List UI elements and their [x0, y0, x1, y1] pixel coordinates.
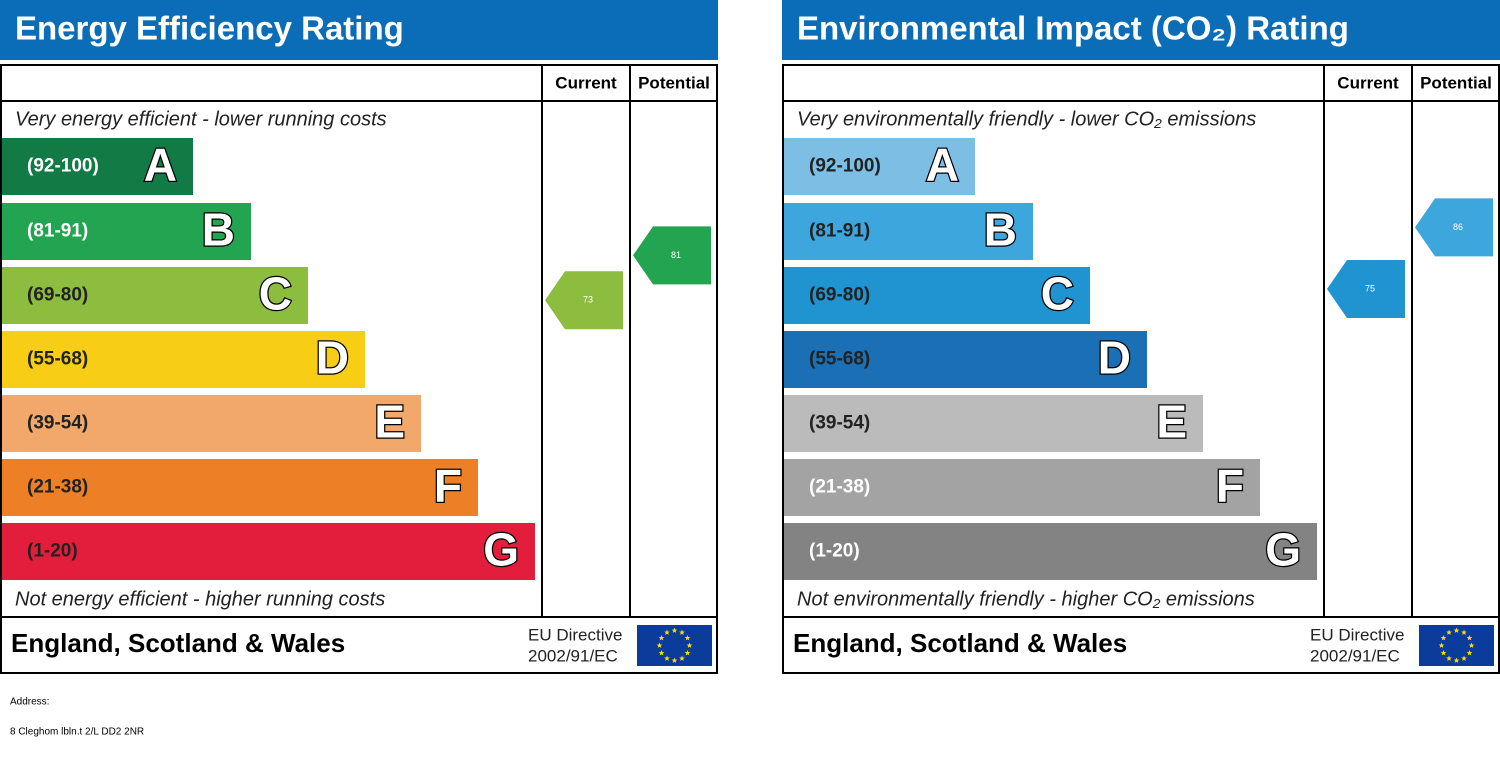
- band-letter: D: [1098, 332, 1131, 384]
- band-letter: C: [259, 268, 292, 320]
- band-range: (21-38): [27, 477, 88, 498]
- bottom-text: Not energy efficient - higher running co…: [15, 588, 385, 610]
- band-bar: [784, 459, 1260, 516]
- band-letter: C: [1041, 268, 1074, 320]
- rating-value: 75: [1365, 283, 1375, 293]
- band-range: (69-80): [27, 285, 88, 306]
- band-letter: F: [1216, 460, 1244, 512]
- eu-star: [1438, 642, 1445, 648]
- address-label: Address:: [10, 697, 49, 708]
- eu-star: [671, 627, 678, 633]
- eu-star: [1440, 650, 1447, 656]
- title-bar: [0, 0, 718, 60]
- eu-star: [1453, 627, 1460, 633]
- eu-star: [1466, 635, 1473, 641]
- band-bar: [2, 459, 478, 516]
- band-letter: B: [984, 204, 1017, 256]
- band-bar: [2, 203, 251, 260]
- eu-star: [671, 657, 678, 663]
- eu-star: [658, 650, 665, 656]
- top-text: Very energy efficient - lower running co…: [15, 108, 387, 130]
- eu-star: [1466, 650, 1473, 656]
- band-bar: [784, 523, 1317, 580]
- column-header: Current: [555, 73, 617, 92]
- rating-panel: Environmental Impact (CO₂) Rating Current…: [782, 0, 1500, 674]
- rating-value: 73: [583, 295, 593, 305]
- band-letter: G: [483, 524, 519, 576]
- title-bar: [782, 0, 1500, 60]
- eu-star: [1440, 635, 1447, 641]
- band-bar: [784, 395, 1203, 452]
- eu-star: [1446, 629, 1452, 635]
- rating-arrow: [1415, 198, 1493, 257]
- band-range: (81-91): [809, 221, 870, 242]
- band-bar: [784, 267, 1090, 324]
- eu-star: [664, 629, 670, 635]
- eu-star: [664, 655, 670, 661]
- band-bar: [784, 203, 1033, 260]
- eu-star: [684, 635, 691, 641]
- band-letter: A: [144, 139, 177, 191]
- panel-frame: [782, 64, 1500, 674]
- rating-value: 81: [671, 250, 681, 260]
- panel-frame: [0, 64, 718, 674]
- footer-region: England, Scotland & Wales: [11, 628, 345, 658]
- eu-star: [679, 655, 685, 661]
- panel-title: Environmental Impact (CO₂) Rating: [797, 10, 1349, 47]
- column-header: Potential: [1420, 73, 1492, 92]
- band-letter: A: [926, 139, 959, 191]
- band-range: (81-91): [27, 221, 88, 242]
- eu-star: [1468, 642, 1475, 648]
- band-range: (55-68): [27, 349, 88, 370]
- eu-star: [684, 650, 691, 656]
- eu-star: [1453, 657, 1460, 663]
- band-letter: D: [316, 332, 349, 384]
- eu-directive: 2002/91/EC: [528, 646, 618, 665]
- rating-panel: Energy Efficiency Rating Current Potential…: [0, 0, 718, 674]
- band-range: (1-20): [27, 541, 78, 562]
- band-letter: F: [434, 460, 462, 512]
- rating-value: 86: [1453, 222, 1463, 232]
- eu-directive: EU Directive: [1310, 625, 1404, 644]
- eu-star: [658, 635, 665, 641]
- band-bar: [2, 395, 421, 452]
- bottom-text: Not environmentally friendly - higher CO…: [797, 588, 1255, 610]
- band-bar: [784, 331, 1147, 388]
- eu-directive: EU Directive: [528, 625, 622, 644]
- address-text: 8 Cleghom lbln.t 2/L DD2 2NR: [10, 727, 144, 738]
- band-range: (39-54): [27, 413, 88, 434]
- band-bar: [784, 138, 975, 195]
- band-range: (55-68): [809, 349, 870, 370]
- band-range: (1-20): [809, 541, 860, 562]
- rating-arrow: [633, 226, 711, 285]
- eu-star: [656, 642, 663, 648]
- rating-arrow: [545, 271, 623, 330]
- column-header: Current: [1337, 73, 1399, 92]
- band-bar: [2, 523, 535, 580]
- footer-region: England, Scotland & Wales: [793, 628, 1127, 658]
- eu-star: [1461, 629, 1467, 635]
- eu-star: [679, 629, 685, 635]
- band-letter: G: [1265, 524, 1301, 576]
- band-bar: [2, 138, 193, 195]
- rating-arrow: [1327, 260, 1405, 318]
- band-range: (39-54): [809, 413, 870, 434]
- eu-star: [1446, 655, 1452, 661]
- eu-star: [1461, 655, 1467, 661]
- band-bar: [2, 267, 308, 324]
- band-range: (69-80): [809, 285, 870, 306]
- band-range: (92-100): [809, 156, 881, 177]
- column-header: Potential: [638, 73, 710, 92]
- band-range: (21-38): [809, 477, 870, 498]
- band-range: (92-100): [27, 156, 99, 177]
- band-letter: B: [202, 204, 235, 256]
- band-bar: [2, 331, 365, 388]
- panel-title: Energy Efficiency Rating: [15, 10, 404, 47]
- band-letter: E: [1156, 396, 1187, 448]
- eu-directive: 2002/91/EC: [1310, 646, 1400, 665]
- top-text: Very environmentally friendly - lower CO…: [797, 108, 1256, 130]
- band-letter: E: [374, 396, 405, 448]
- eu-star: [686, 642, 693, 648]
